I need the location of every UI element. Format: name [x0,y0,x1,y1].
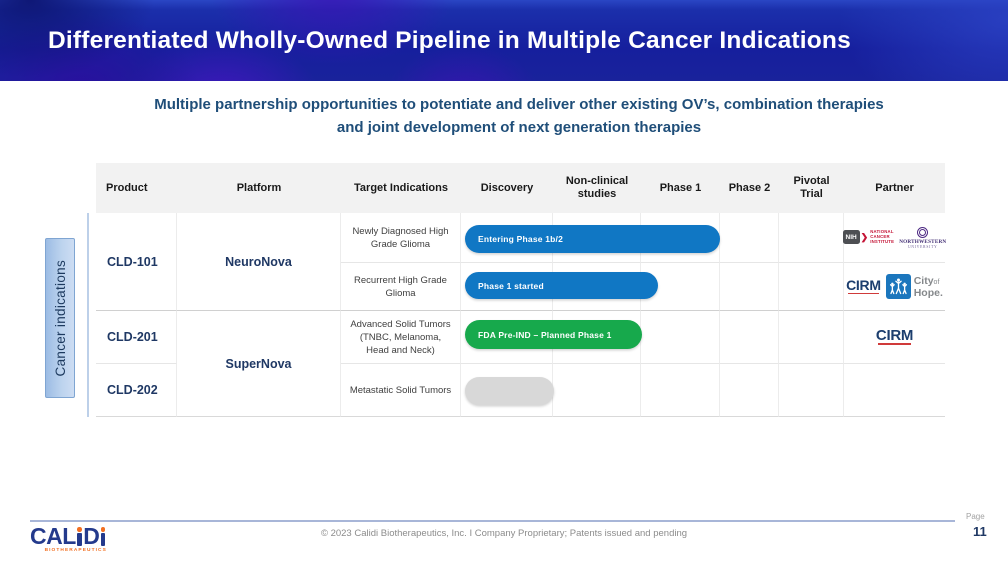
header-target-indications: Target Indications [341,163,461,213]
cirm-tagline-bar [877,343,912,345]
progress-bar-cld201: FDA Pre-IND – Planned Phase 1 [465,320,642,349]
timeline-cell [779,364,844,417]
nih-chevron-icon: ❯ [860,231,869,242]
northwestern-seal-icon [917,226,929,238]
timeline-cell [720,311,779,364]
page-number: 11 [973,524,987,539]
bar-label: Entering Phase 1b/2 [478,234,564,244]
timeline-cell [553,364,641,417]
partner-cell-row4 [844,364,945,417]
timeline-cell [779,263,844,311]
logo-letter-i-icon [100,527,106,546]
timeline-cell [720,213,779,263]
bar-label: FDA Pre-IND – Planned Phase 1 [478,329,612,340]
product-cld-202: CLD-202 [96,364,177,417]
header-phase-2: Phase 2 [720,163,779,213]
pipeline-table: Product Platform Target Indications Disc… [96,163,946,417]
indication-recurrent-hgg: Recurrent High Grade Glioma [341,263,461,311]
cirm-logo: CIRM [875,327,914,345]
header-discovery: Discovery [461,163,553,213]
progress-bar-cld101-newly-diagnosed: Entering Phase 1b/2 [465,225,720,253]
side-bracket-line [87,213,89,417]
cirm-tagline-bar [847,292,879,295]
timeline-cell [641,364,720,417]
calidi-logo: CAL D BIOTHERAPEUTICS [30,523,107,554]
product-cld-101: CLD-101 [96,213,177,311]
cirm-logo: CIRM [846,276,881,295]
timeline-cell [720,263,779,311]
city-of-hope-icon [885,274,911,299]
slide-title: Differentiated Wholly-Owned Pipeline in … [48,26,851,54]
logo-letter-i-icon [77,527,82,546]
subtitle: Multiple partnership opportunities to po… [40,93,998,139]
page-label: Page [966,512,985,521]
header-phase-1: Phase 1 [641,163,720,213]
platform-neuronova: NeuroNova [177,213,341,311]
partner-cell-row1: NIH ❯ NATIONAL CANCER INSTITUTE NORTHWES… [842,213,946,263]
footer-copyright: © 2023 Calidi Biotherapeutics, Inc. I Co… [320,528,688,539]
progress-bar-cld202 [465,377,554,405]
timeline-cell [641,311,720,364]
platform-supernova: SuperNova [177,311,341,417]
product-cld-201: CLD-201 [96,311,177,364]
partner-cell-row3: CIRM [844,311,945,364]
city-of-hope-logo: Cityof Hope. [885,274,943,299]
northwestern-logo: NORTHWESTERN UNIVERSITY [899,226,946,249]
timeline-cell [779,213,844,263]
header-platform: Platform [177,163,341,213]
footer-divider [30,520,955,522]
timeline-cell [720,364,779,417]
title-banner: Differentiated Wholly-Owned Pipeline in … [0,0,1008,81]
header-product: Product [96,163,177,213]
subtitle-line-2: and joint development of next generation… [336,119,702,136]
nih-nci-logo: NIH ❯ NATIONAL CANCER INSTITUTE [842,229,895,245]
indication-advanced-solid-tumors: Advanced Solid Tumors (TNBC, Melanoma, H… [341,311,461,364]
timeline-cell [779,311,844,364]
indication-newly-diagnosed-hgg: Newly Diagnosed High Grade Glioma [341,213,461,263]
header-partner: Partner [844,163,945,213]
partner-cell-row2: CIRM Cityo [844,263,945,311]
header-non-clinical: Non-clinical studies [553,163,641,213]
progress-bar-cld101-recurrent: Phase 1 started [465,272,658,299]
subtitle-line-1: Multiple partnership opportunities to po… [154,96,884,113]
cancer-indications-label: Cancer indications [45,238,75,398]
indication-metastatic-solid-tumors: Metastatic Solid Tumors [341,364,461,417]
bar-label: Phase 1 started [478,280,544,291]
header-pivotal-trial: Pivotal Trial [779,163,844,213]
timeline-cell [641,263,720,311]
